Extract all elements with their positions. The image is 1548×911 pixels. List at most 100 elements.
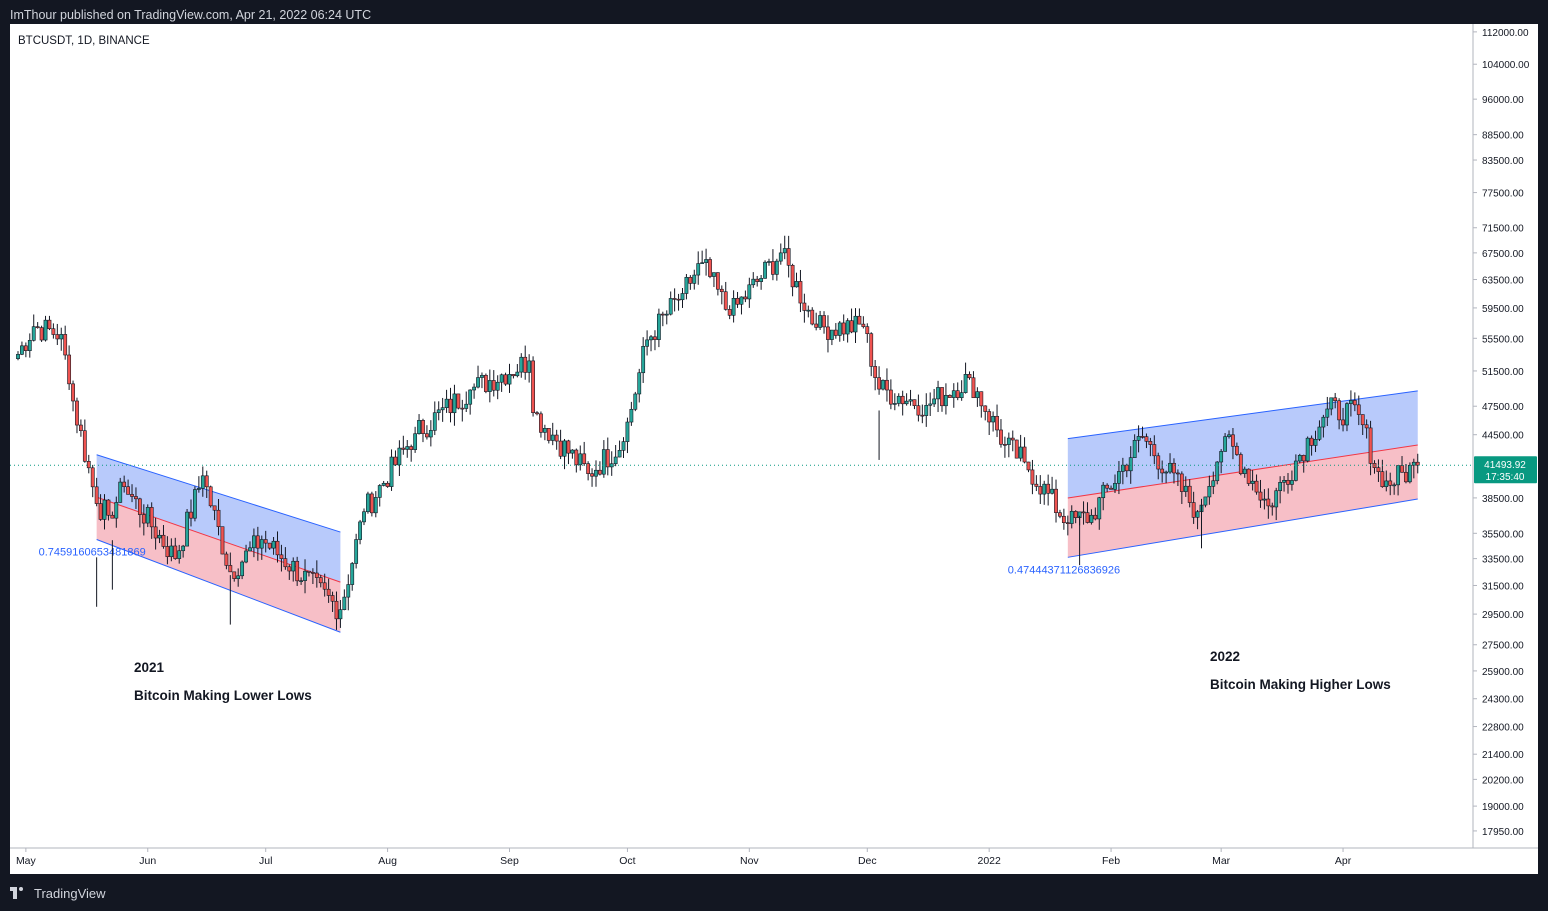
candle-body (1124, 464, 1129, 472)
candle (1388, 472, 1393, 496)
candle (248, 541, 252, 552)
candle-body (1333, 397, 1338, 401)
candle (944, 383, 948, 415)
candle-body (204, 475, 209, 488)
candle (731, 290, 736, 323)
candle-body (157, 534, 162, 539)
candle-body (1101, 484, 1106, 499)
candle-body (896, 395, 901, 404)
candle-body (869, 333, 874, 367)
candle (837, 320, 842, 342)
candle-body (71, 383, 75, 402)
candle-body (338, 609, 343, 620)
candle-body (94, 486, 99, 504)
candle (535, 411, 539, 416)
candle-body (570, 449, 575, 454)
candle (849, 308, 854, 334)
candle-body (963, 374, 968, 393)
candle-body (1081, 511, 1086, 514)
candle-body (1329, 397, 1334, 410)
candle (1246, 468, 1251, 486)
candle-body (464, 403, 469, 409)
candle (122, 475, 127, 493)
candle-body (739, 296, 744, 305)
candle (1262, 489, 1267, 510)
candle (480, 372, 484, 389)
candle (1156, 452, 1161, 480)
candle (1407, 462, 1412, 484)
candle-body (735, 298, 740, 305)
candle (743, 290, 748, 303)
candle (468, 389, 473, 415)
candle (708, 257, 712, 279)
candle-body (715, 272, 720, 290)
candle-body (519, 356, 524, 373)
candle (916, 394, 921, 422)
candle-body (1065, 522, 1070, 524)
candle (979, 391, 984, 418)
candle-body (196, 488, 201, 490)
candle-body (177, 550, 182, 559)
candle-body (1058, 512, 1062, 517)
candle (633, 391, 638, 412)
candle-body (617, 450, 622, 458)
candle-body (955, 390, 960, 399)
candle-body (1038, 486, 1043, 495)
y-tick-label: 88500.00 (1482, 131, 1524, 142)
candle-body (829, 329, 834, 340)
candle-body (1345, 403, 1349, 426)
candle (1223, 433, 1227, 452)
candle-body (1238, 454, 1243, 475)
candle-body (641, 346, 646, 374)
candle-body (1234, 445, 1239, 455)
candle (771, 249, 775, 281)
candle (987, 408, 992, 435)
candle-body (499, 374, 504, 383)
candle (1234, 442, 1239, 456)
candle-body (598, 469, 602, 475)
candle-body (90, 467, 95, 488)
candle-body (43, 319, 48, 341)
candle-body (523, 356, 528, 373)
candle (1093, 507, 1098, 521)
candle-body (1388, 480, 1393, 486)
candle-body (1266, 498, 1271, 507)
candle (389, 449, 394, 491)
candle (826, 315, 830, 353)
candle-body (936, 387, 940, 400)
candle (653, 330, 657, 351)
candle (1329, 397, 1334, 416)
candle-body (342, 596, 347, 610)
candle-body (334, 600, 339, 620)
candle-body (1195, 511, 1200, 518)
candle (421, 418, 425, 443)
x-tick-label: Oct (619, 855, 635, 867)
candle-body (1168, 462, 1172, 473)
candle-body (759, 278, 764, 282)
candle (637, 368, 642, 403)
candle-body (409, 446, 414, 450)
candle-body (428, 430, 433, 438)
candle-body (708, 259, 712, 277)
candle (1022, 437, 1027, 464)
candle-body (566, 440, 571, 454)
candle (790, 263, 795, 297)
candle (487, 369, 492, 403)
candle-body (381, 482, 386, 486)
candle (814, 312, 819, 331)
candle-body (861, 323, 866, 327)
candle (86, 454, 91, 474)
candle-body (314, 572, 319, 578)
candle-body (318, 577, 323, 584)
candle (220, 526, 225, 555)
candle (995, 404, 999, 438)
candle-body (885, 379, 889, 391)
candle (79, 419, 83, 437)
candle-body (1179, 473, 1184, 492)
candle-body (322, 582, 327, 590)
candle-body (1384, 480, 1389, 488)
y-tick-label: 38500.00 (1482, 494, 1524, 505)
candle-body (664, 313, 669, 316)
candle (802, 293, 807, 323)
candlestick-chart[interactable]: 112000.00 104000.00 96000.00 88500.00 83500.… (10, 24, 1538, 874)
